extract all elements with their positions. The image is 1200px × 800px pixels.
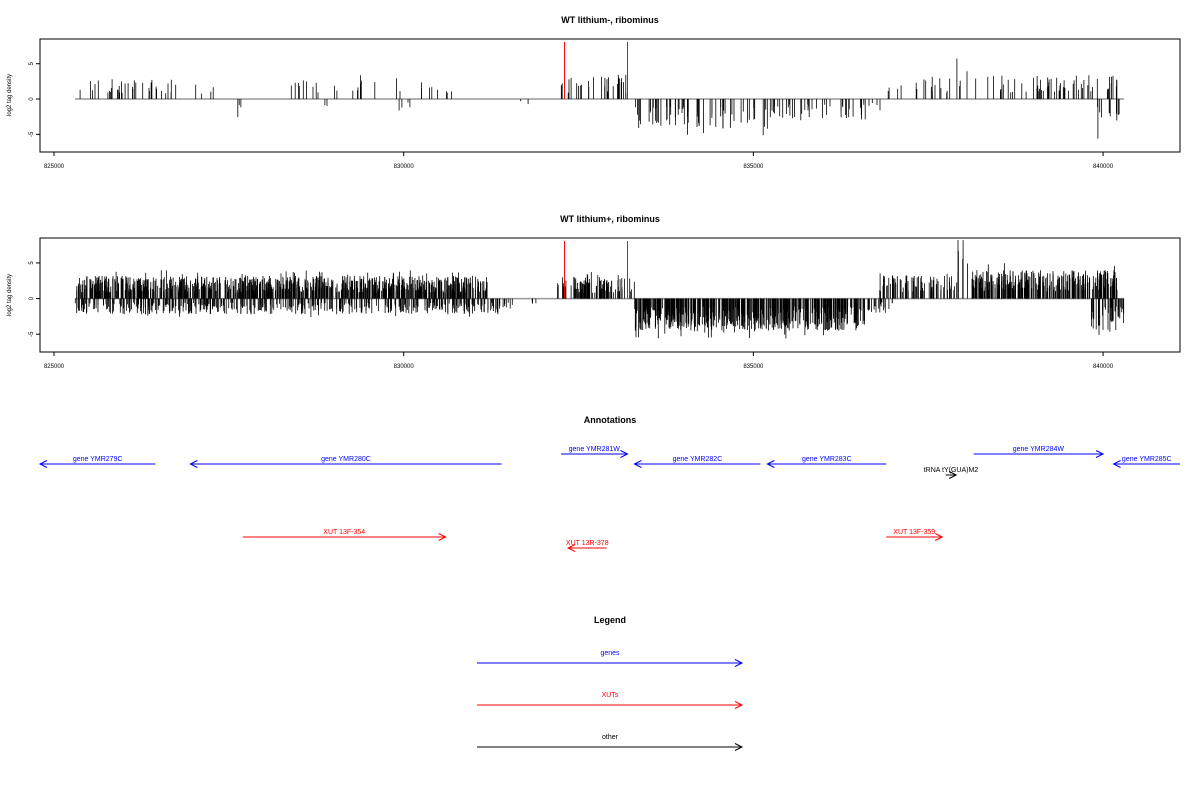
track-panel-lithium-minus: WT lithium-, ribominus log2 tag density …: [7, 15, 1181, 170]
annotation-gene: gene YMR279C: [38, 456, 156, 468]
site-markers: [564, 241, 628, 299]
annotation-label: XUT 13F-359: [893, 529, 935, 536]
arrowhead: [620, 450, 629, 458]
annotation-label: tRNA tY(GUA)M2: [924, 467, 979, 474]
arrowhead: [948, 471, 958, 479]
axis-ticks: 825000 830000 835000 840000 -5 0 5: [29, 261, 1114, 370]
x-tick-label: 835000: [743, 164, 764, 170]
annotation-label: XUT 13R-378: [566, 540, 609, 547]
annotation-label: gene YMR285C: [1122, 456, 1172, 463]
y-tick-label: 5: [29, 61, 35, 65]
arrowhead: [934, 533, 944, 541]
y-tick-label: 0: [29, 296, 35, 300]
y-tick-label: 5: [29, 261, 35, 265]
x-tick-label: 840000: [1093, 164, 1114, 170]
y-tick-label: -5: [29, 131, 35, 137]
arrowhead: [734, 743, 744, 751]
arrowhead: [566, 544, 576, 552]
arrowhead: [189, 460, 198, 468]
annotation-gene: gene YMR282C: [633, 456, 761, 468]
arrowhead: [438, 533, 447, 541]
x-tick-label: 825000: [44, 164, 65, 170]
legend-label: genes: [600, 650, 620, 657]
axis-ticks: 825000 830000 835000 840000 -5 0 5: [29, 61, 1114, 170]
x-tick-label: 830000: [394, 364, 415, 370]
arrowhead: [734, 701, 744, 709]
annotation-label: XUT 13F-354: [323, 529, 365, 536]
arrowhead: [1112, 460, 1121, 468]
annotation-gene: gene YMR283C: [766, 456, 887, 468]
annotation-gene: gene YMR280C: [189, 456, 502, 468]
legend-item: genes: [477, 650, 744, 667]
annotation-other: tRNA tY(GUA)M2: [924, 467, 979, 479]
legend-title: Legend: [594, 615, 626, 625]
annotation-label: gene YMR279C: [73, 456, 123, 463]
annotation-xut: XUT 13F-354: [242, 529, 447, 541]
annotation-label: gene YMR281W: [569, 446, 621, 453]
arrowhead: [766, 460, 775, 468]
arrowhead: [38, 460, 48, 468]
legend: Legend genes XUTs other: [477, 615, 744, 751]
annotation-xut: XUT 13F-359: [886, 529, 944, 541]
y-tick-label: -5: [29, 331, 35, 337]
annotation-label: gene YMR282C: [673, 456, 723, 463]
legend-item: XUTs: [477, 692, 744, 709]
annotation-label: gene YMR284W: [1013, 446, 1065, 453]
x-tick-label: 840000: [1093, 364, 1114, 370]
legend-label: other: [602, 734, 619, 741]
y-tick-label: 0: [29, 97, 35, 101]
plot-frame: [39, 38, 1181, 153]
annotation-label: gene YMR280C: [321, 456, 371, 463]
legend-items: genes XUTs other: [477, 650, 744, 751]
plot-frame: [39, 237, 1181, 353]
annotation-label: gene YMR283C: [802, 456, 852, 463]
annotation-gene: gene YMR285C: [1112, 456, 1180, 468]
annotations-title: Annotations: [584, 415, 637, 425]
annotation-xut: XUT 13R-378: [566, 540, 609, 552]
track-panel-lithium-plus: WT lithium+, ribominus log2 tag density …: [7, 214, 1181, 370]
panel-title: WT lithium-, ribominus: [561, 15, 659, 25]
y-axis-label: log2 tag density: [7, 274, 13, 316]
y-axis-label: log2 tag density: [7, 74, 13, 116]
panel-title: WT lithium+, ribominus: [560, 214, 660, 224]
x-tick-label: 835000: [743, 364, 764, 370]
annotation-gene: gene YMR281W: [561, 446, 629, 458]
annotations-track: Annotations gene YMR279C gene YMR280Cgene…: [38, 415, 1180, 552]
arrowhead: [734, 659, 744, 667]
x-tick-label: 825000: [44, 364, 65, 370]
density-bars: [74, 58, 1125, 139]
arrowhead: [1095, 450, 1105, 458]
legend-label: XUTs: [602, 692, 619, 699]
site-markers: [564, 42, 628, 100]
x-tick-label: 830000: [394, 164, 415, 170]
density-bars: [74, 240, 1125, 339]
arrowhead: [633, 460, 642, 468]
annotation-features: gene YMR279C gene YMR280C gene YMR281W gene…: [38, 446, 1180, 552]
legend-item: other: [477, 734, 744, 751]
annotation-gene: gene YMR284W: [973, 446, 1105, 458]
